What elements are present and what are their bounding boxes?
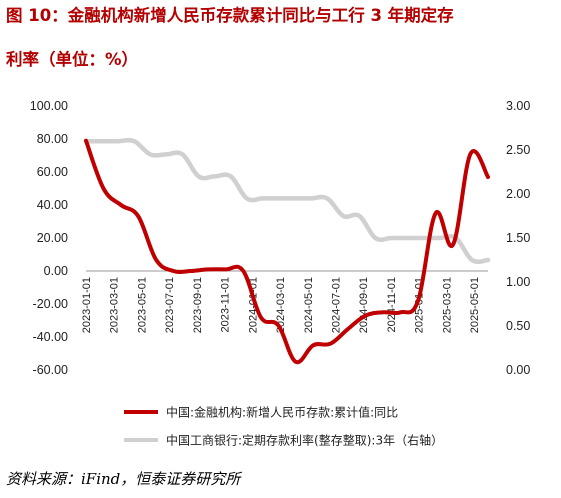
x-axis-tick-label: 2024-07-01: [331, 277, 343, 333]
source-note: 资料来源：iFind，恒泰证券研究所: [6, 470, 241, 488]
left-axis-tick-label: -40.00: [33, 330, 68, 344]
left-axis-tick-label: -20.00: [33, 297, 68, 311]
left-axis-tick-label: 80.00: [37, 132, 68, 146]
x-axis-tick-label: 2023-09-01: [192, 277, 204, 333]
right-axis-tick-label: 2.00: [506, 187, 530, 201]
left-axis-tick-label: 60.00: [37, 165, 68, 179]
chart-title-line2: 利率（单位：%）: [6, 50, 139, 69]
x-axis-tick-label: 2024-11-01: [386, 277, 398, 332]
series-line-deposit-growth: [84, 138, 490, 365]
legend-label-icbc-rate: 中国工商银行:定期存款利率(整存整取):3年（右轴）: [166, 433, 443, 448]
right-axis-tick-label: 0.00: [506, 363, 530, 377]
chart-title-line1: 图 10：金融机构新增人民币存款累计同比与工行 3 年期定存: [6, 6, 454, 25]
x-axis-tick-label: 2024-05-01: [303, 277, 315, 333]
left-axis-tick-label: 40.00: [37, 198, 68, 212]
x-axis-tick-label: 2023-03-01: [109, 277, 121, 333]
right-axis-tick-label: 3.00: [506, 99, 530, 113]
right-axis-tick-label: 1.00: [506, 275, 530, 289]
x-axis-tick-label: 2023-01-01: [81, 277, 93, 333]
x-axis-tick-label: 2023-05-01: [136, 277, 148, 333]
right-axis-tick-label: 1.50: [506, 231, 530, 245]
series-line-icbc-rate: [83, 137, 491, 265]
left-axis-tick-label: -60.00: [33, 363, 68, 377]
left-axis-tick-label: 20.00: [37, 231, 68, 245]
x-axis-tick-label: 2023-07-01: [164, 277, 176, 333]
right-axis-tick-label: 2.50: [506, 143, 530, 157]
x-axis-tick-label: 2024-03-01: [275, 277, 287, 333]
x-axis-tick-label: 2025-03-01: [441, 277, 453, 333]
x-axis-tick-label: 2025-05-01: [469, 277, 481, 333]
right-axis-tick-label: 0.50: [506, 319, 530, 333]
legend-label-deposit-growth: 中国:金融机构:新增人民币存款:累计值:同比: [166, 405, 398, 420]
left-axis-tick-label: 0.00: [44, 264, 68, 278]
x-axis-tick-label: 2023-11-01: [220, 277, 232, 332]
x-axis-tick-label: 2024-09-01: [358, 277, 370, 333]
left-axis-tick-label: 100.00: [30, 99, 68, 113]
x-axis-tick-label: 2025-01-01: [414, 277, 426, 333]
